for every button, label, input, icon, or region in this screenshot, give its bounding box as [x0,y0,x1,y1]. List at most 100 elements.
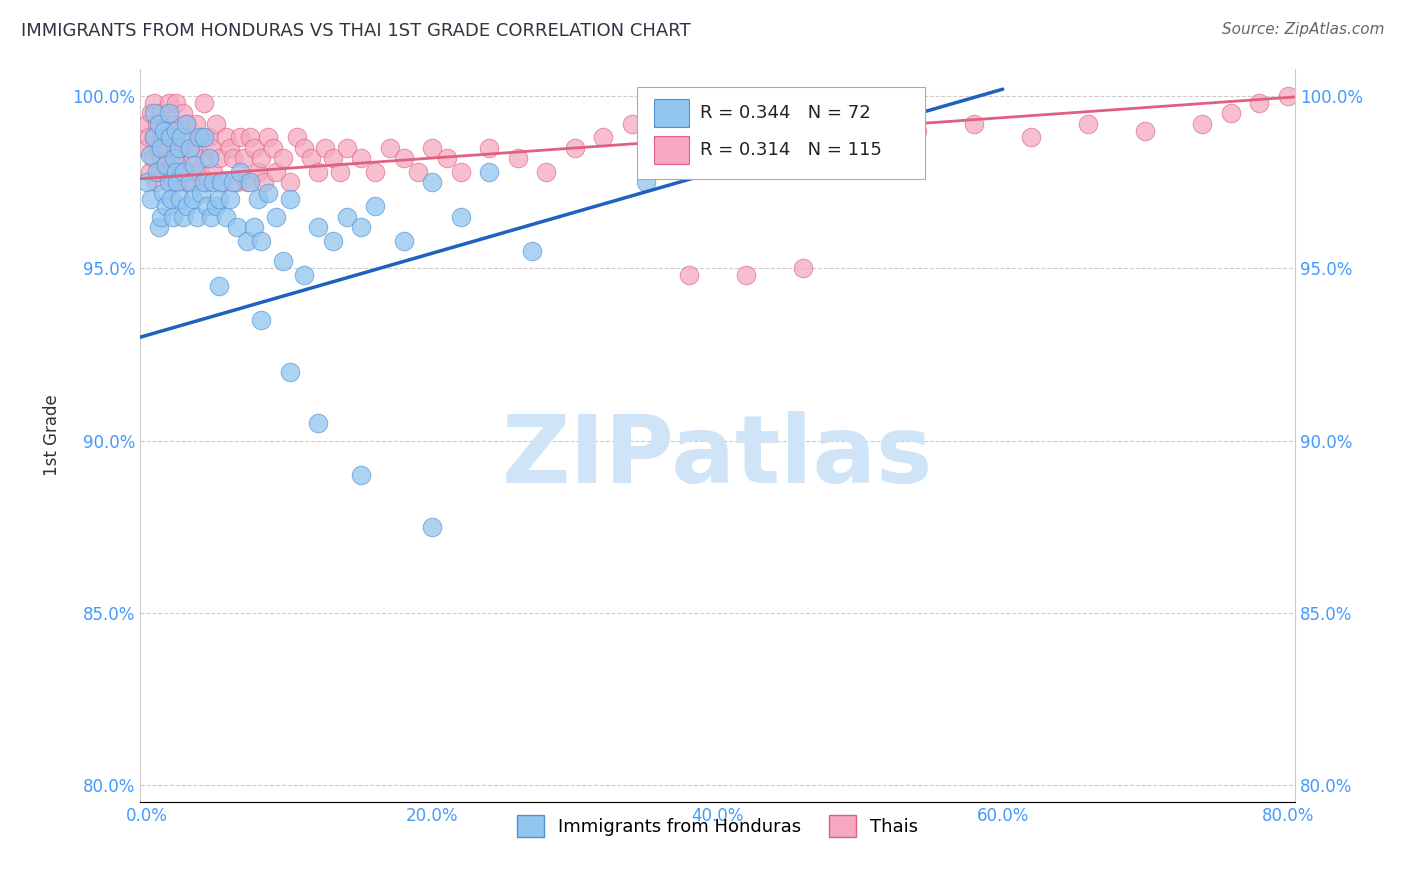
Point [250,313,273,327]
FancyBboxPatch shape [637,87,925,178]
Bar [654,136,689,164]
Point [181,151,204,165]
Point [706,117,728,131]
Point [1135,123,1157,137]
Point [176,199,198,213]
Point [148,141,170,155]
Point [149,165,172,179]
Legend: Immigrants from Honduras, Thais: Immigrants from Honduras, Thais [509,808,925,845]
Point [156,141,179,155]
Point [292,268,315,283]
Point [243,141,266,155]
Point [222,175,245,189]
Point [141,106,163,120]
Point [138,130,160,145]
Point [285,130,308,145]
Point [592,130,614,145]
Point [143,106,166,120]
Point [150,151,173,165]
Point [139,147,162,161]
Point [193,175,215,189]
Point [190,130,212,145]
Point [1249,95,1271,110]
Point [257,130,280,145]
Point [152,186,174,200]
Point [1362,89,1385,103]
Point [650,141,672,155]
Point [153,165,176,179]
Point [177,141,200,155]
Point [173,165,195,179]
Point [160,193,183,207]
Point [179,165,201,179]
Point [143,130,166,145]
Point [292,141,315,155]
Text: R = 0.314   N = 115: R = 0.314 N = 115 [700,141,882,159]
Point [155,199,177,213]
Point [350,468,373,483]
Point [169,151,191,165]
Point [157,95,180,110]
Point [219,193,242,207]
Point [636,175,658,189]
Point [201,175,224,189]
Point [204,199,226,213]
Point [207,151,229,165]
Point [179,175,201,189]
Point [239,130,262,145]
Point [142,151,165,165]
Point [849,130,872,145]
Point [163,117,186,131]
Text: IMMIGRANTS FROM HONDURAS VS THAI 1ST GRADE CORRELATION CHART: IMMIGRANTS FROM HONDURAS VS THAI 1ST GRA… [21,22,690,40]
Point [197,151,219,165]
Point [1277,89,1299,103]
Point [195,175,218,189]
Point [195,199,218,213]
Point [143,95,166,110]
Point [162,210,184,224]
Point [422,175,444,189]
Point [422,519,444,533]
Point [148,219,170,234]
Point [172,106,194,120]
Point [564,141,586,155]
Point [792,123,814,137]
Point [174,175,197,189]
Point [329,165,352,179]
Point [222,151,245,165]
Point [184,117,207,131]
Point [167,130,190,145]
Point [364,165,387,179]
Point [160,151,183,165]
Point [166,175,188,189]
Point [174,117,197,131]
Point [170,130,193,145]
Point [253,175,276,189]
Point [155,158,177,172]
Point [187,165,209,179]
Point [247,165,270,179]
Point [179,141,201,155]
Point [264,210,287,224]
Point [243,219,266,234]
Point [271,254,294,268]
Point [186,141,208,155]
Point [150,141,173,155]
Point [136,117,159,131]
Point [905,123,928,137]
Point [173,141,195,155]
Point [229,165,252,179]
Point [193,95,215,110]
Point [278,193,301,207]
Point [165,123,187,137]
Point [478,141,501,155]
Point [322,234,344,248]
Point [181,193,204,207]
Point [163,151,186,165]
Point [150,106,173,120]
Point [307,165,329,179]
Point [299,151,322,165]
Point [190,186,212,200]
Point [239,175,262,189]
Point [257,186,280,200]
